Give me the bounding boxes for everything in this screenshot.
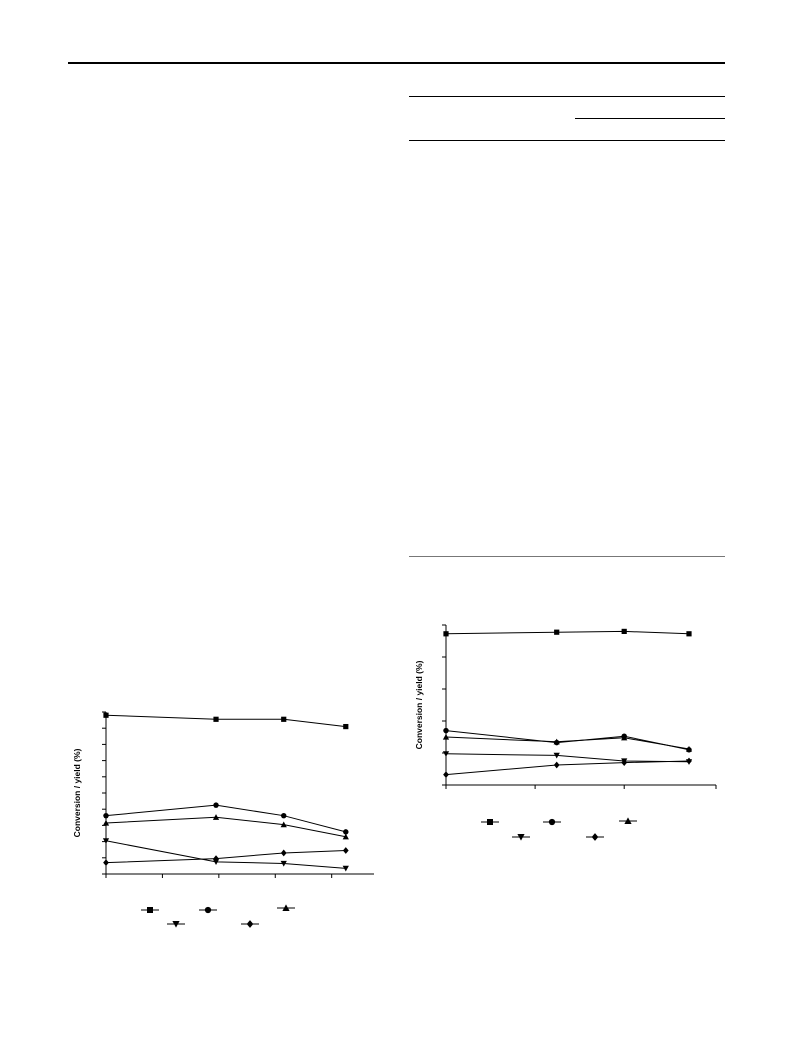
table-top-rule (409, 96, 725, 97)
legend-marker-triangle-up (282, 904, 290, 911)
data-point-triangle-up (212, 814, 220, 820)
series-line-triangle-down (445, 753, 690, 763)
header-rule (68, 62, 725, 64)
figure-chart-left: Conversion / yield (%) (72, 711, 374, 928)
figure-chart-right: Conversion / yield (%) (414, 624, 717, 841)
data-point-circle (280, 812, 287, 819)
legend-marker-diamond (246, 920, 254, 928)
data-point-diamond (621, 759, 628, 766)
data-point-triangle-down (442, 751, 450, 757)
series-line-triangle-up (445, 736, 690, 750)
series-line-diamond (445, 760, 690, 776)
data-point-triangle-up (102, 819, 110, 826)
data-point-triangle-down (342, 865, 349, 872)
data-point-triangle-up (621, 734, 628, 741)
legend-marker-triangle-up (624, 817, 632, 824)
data-point-diamond (553, 761, 560, 769)
data-point-diamond (443, 771, 449, 778)
data-point-diamond (213, 855, 219, 862)
table-bottom-rule (409, 556, 725, 557)
series-line-square (105, 714, 346, 728)
legend-marker-circle (204, 906, 212, 914)
data-point-triangle-down (212, 859, 220, 865)
legend-marker-triangle-down (517, 834, 525, 841)
data-point-diamond (103, 859, 109, 867)
series-line-diamond (105, 850, 346, 864)
data-point-triangle-down (553, 752, 560, 759)
data-point-square (554, 629, 560, 635)
data-point-triangle-up (553, 738, 560, 745)
data-point-circle (103, 812, 109, 819)
series-line-triangle-down (105, 840, 346, 869)
legend-marker-square (487, 819, 493, 825)
data-point-square (213, 716, 219, 722)
data-point-circle (443, 727, 449, 734)
series-line-square (445, 630, 690, 635)
data-point-square (103, 712, 109, 718)
table-header-rule (409, 140, 725, 141)
data-point-square (686, 631, 692, 637)
legend-marker-triangle-down (172, 921, 180, 928)
y-axis-label: Conversion / yield (%) (72, 748, 82, 837)
series-line-circle (445, 730, 690, 751)
y-axis-label: Conversion / yield (%) (414, 660, 424, 749)
data-point-square (343, 723, 349, 730)
data-point-diamond (342, 847, 349, 854)
data-point-square (443, 631, 449, 637)
table-group-rule (575, 118, 725, 119)
legend-marker-diamond (591, 833, 599, 841)
legend-marker-circle (548, 818, 556, 826)
data-point-triangle-down (280, 860, 287, 867)
data-point-triangle-up (442, 733, 450, 740)
series-line-circle (105, 804, 346, 833)
legend-marker-square (147, 907, 153, 913)
data-point-triangle-up (280, 821, 287, 828)
data-point-circle (213, 802, 219, 808)
data-point-diamond (280, 849, 287, 857)
series-line-triangle-up (105, 816, 346, 838)
data-point-circle (343, 829, 349, 835)
data-point-square (281, 716, 287, 722)
data-point-triangle-up (342, 833, 349, 840)
data-point-triangle-up (685, 745, 693, 752)
data-point-square (621, 628, 627, 634)
data-point-triangle-down (102, 838, 110, 844)
data-point-diamond (686, 757, 692, 765)
